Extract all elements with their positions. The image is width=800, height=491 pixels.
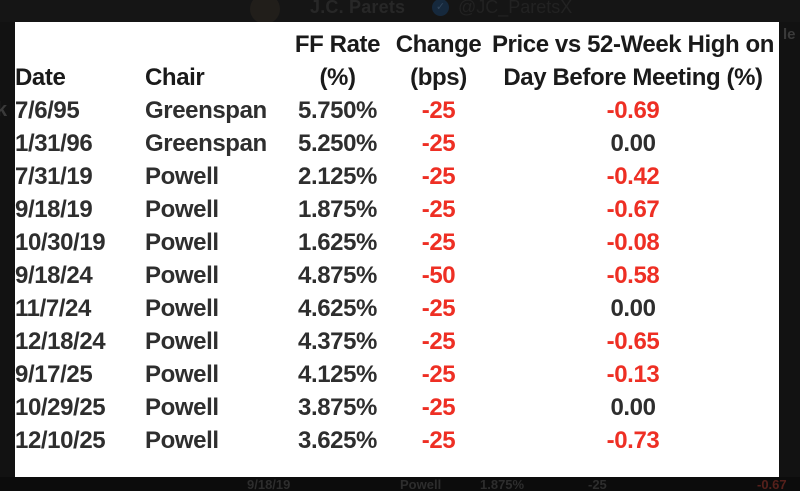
tweet-author-name: J.C. Parets — [310, 0, 406, 17]
table-row: 7/31/19 Powell 2.125% -25 -0.42 — [15, 160, 779, 193]
table-row: 9/17/25 Powell 4.125% -25 -0.13 — [15, 358, 779, 391]
cell-ff-rate: 2.125% — [298, 162, 377, 190]
cell-price: -0.08 — [606, 228, 660, 256]
cell-date: 11/7/24 — [15, 294, 91, 322]
cell-change: -25 — [421, 393, 456, 421]
cell-date: 9/17/25 — [15, 360, 93, 388]
tweet-author-handle: @JC_ParetsX — [458, 0, 573, 17]
cell-date: 10/29/25 — [15, 393, 106, 421]
table-body: 7/6/95 Greenspan 5.750% -25 -0.69 1/31/96 Gree… — [15, 94, 779, 457]
header-date-spacer — [15, 28, 145, 61]
cell-chair: Powell — [145, 195, 219, 223]
cell-change: -25 — [421, 228, 456, 256]
cell-ff-rate: 5.750% — [298, 96, 377, 124]
cell-price: -0.65 — [606, 327, 660, 355]
cell-chair: Greenspan — [145, 129, 267, 157]
header-chair: Chair — [145, 63, 205, 91]
rate-cut-table: FF Rate Change Price vs 52-Week High on … — [15, 28, 779, 457]
table-row: 12/10/25 Powell 3.625% -25 -0.73 — [15, 424, 779, 457]
cell-chair: Powell — [145, 426, 219, 454]
cell-price: 0.00 — [610, 129, 656, 157]
header-ff-rate: FF Rate — [294, 30, 381, 58]
table-row: 1/31/96 Greenspan 5.250% -25 0.00 — [15, 127, 779, 160]
header-date: Date — [15, 63, 66, 91]
cell-date: 7/6/95 — [15, 96, 80, 124]
header-price-line1: Price vs 52-Week High on — [491, 30, 775, 58]
background-text-fragment-top-right: le — [783, 26, 796, 43]
table-row: 9/18/24 Powell 4.875% -50 -0.58 — [15, 259, 779, 292]
cell-chair: Powell — [145, 162, 219, 190]
background-text-fragment-left: k — [0, 99, 8, 121]
cell-date: 9/18/24 — [15, 261, 93, 289]
header-ff-rate-unit: (%) — [319, 63, 356, 91]
table-header: FF Rate Change Price vs 52-Week High on … — [15, 28, 779, 94]
cell-change: -25 — [421, 294, 456, 322]
cell-price: -0.67 — [606, 195, 660, 223]
header-change-unit: (bps) — [410, 63, 467, 91]
cell-change: -25 — [421, 327, 456, 355]
cell-change: -25 — [421, 96, 456, 124]
cell-price: 0.00 — [610, 393, 656, 421]
cell-ff-rate: 5.250% — [298, 129, 377, 157]
cell-price: -0.42 — [606, 162, 660, 190]
cell-change: -25 — [421, 360, 456, 388]
cell-date: 12/18/24 — [15, 327, 106, 355]
bottom-fragment-date: 9/18/19 — [247, 477, 291, 491]
bottom-fragment-change: -25 — [588, 477, 607, 491]
cell-date: 7/31/19 — [15, 162, 93, 190]
cell-ff-rate: 1.875% — [298, 195, 377, 223]
table-row: 12/18/24 Powell 4.375% -25 -0.65 — [15, 325, 779, 358]
cell-ff-rate: 4.125% — [298, 360, 377, 388]
header-row-2: Date Chair (%) (bps) Day Before Meeting … — [15, 61, 779, 94]
cell-chair: Powell — [145, 327, 219, 355]
avatar — [250, 0, 280, 24]
table-row: 11/7/24 Powell 4.625% -25 0.00 — [15, 292, 779, 325]
cell-change: -25 — [421, 129, 456, 157]
bottom-fragment-rate: 1.875% — [480, 477, 525, 491]
cell-ff-rate: 4.875% — [298, 261, 377, 289]
cell-ff-rate: 3.875% — [298, 393, 377, 421]
verified-badge-icon: ✓ — [432, 0, 449, 16]
cell-chair: Powell — [145, 393, 219, 421]
bottom-fragment-chair: Powell — [400, 477, 442, 491]
cell-change: -25 — [421, 426, 456, 454]
tweet-header-dim: J.C. Parets ✓ @JC_ParetsX — [0, 0, 800, 24]
cell-ff-rate: 1.625% — [298, 228, 377, 256]
cell-chair: Greenspan — [145, 96, 267, 124]
table-row: 7/6/95 Greenspan 5.750% -25 -0.69 — [15, 94, 779, 127]
cell-change: -50 — [421, 261, 456, 289]
header-chair-spacer — [145, 28, 285, 61]
table-row: 10/29/25 Powell 3.875% -25 0.00 — [15, 391, 779, 424]
cell-date: 9/18/19 — [15, 195, 93, 223]
cell-chair: Powell — [145, 228, 219, 256]
header-change: Change — [395, 30, 482, 58]
cell-chair: Powell — [145, 261, 219, 289]
cell-chair: Powell — [145, 360, 219, 388]
cell-price: -0.13 — [606, 360, 660, 388]
table-row: 10/30/19 Powell 1.625% -25 -0.08 — [15, 226, 779, 259]
cell-price: -0.69 — [606, 96, 660, 124]
second-image-dim-strip: 9/18/19 Powell 1.875% -25 -0.67 — [0, 477, 800, 491]
cell-ff-rate: 4.375% — [298, 327, 377, 355]
cell-price: -0.73 — [606, 426, 660, 454]
bottom-fragment-price: -0.67 — [757, 477, 787, 491]
cell-price: 0.00 — [610, 294, 656, 322]
cell-date: 12/10/25 — [15, 426, 106, 454]
table-row: 9/18/19 Powell 1.875% -25 -0.67 — [15, 193, 779, 226]
rate-cut-table-card: FF Rate Change Price vs 52-Week High on … — [15, 22, 779, 477]
cell-date: 1/31/96 — [15, 129, 93, 157]
cell-ff-rate: 4.625% — [298, 294, 377, 322]
cell-date: 10/30/19 — [15, 228, 106, 256]
cell-change: -25 — [421, 195, 456, 223]
cell-chair: Powell — [145, 294, 219, 322]
cell-price: -0.58 — [606, 261, 660, 289]
cell-ff-rate: 3.625% — [298, 426, 377, 454]
header-row-1: FF Rate Change Price vs 52-Week High on — [15, 28, 779, 61]
cell-change: -25 — [421, 162, 456, 190]
header-price-line2: Day Before Meeting (%) — [503, 63, 763, 91]
